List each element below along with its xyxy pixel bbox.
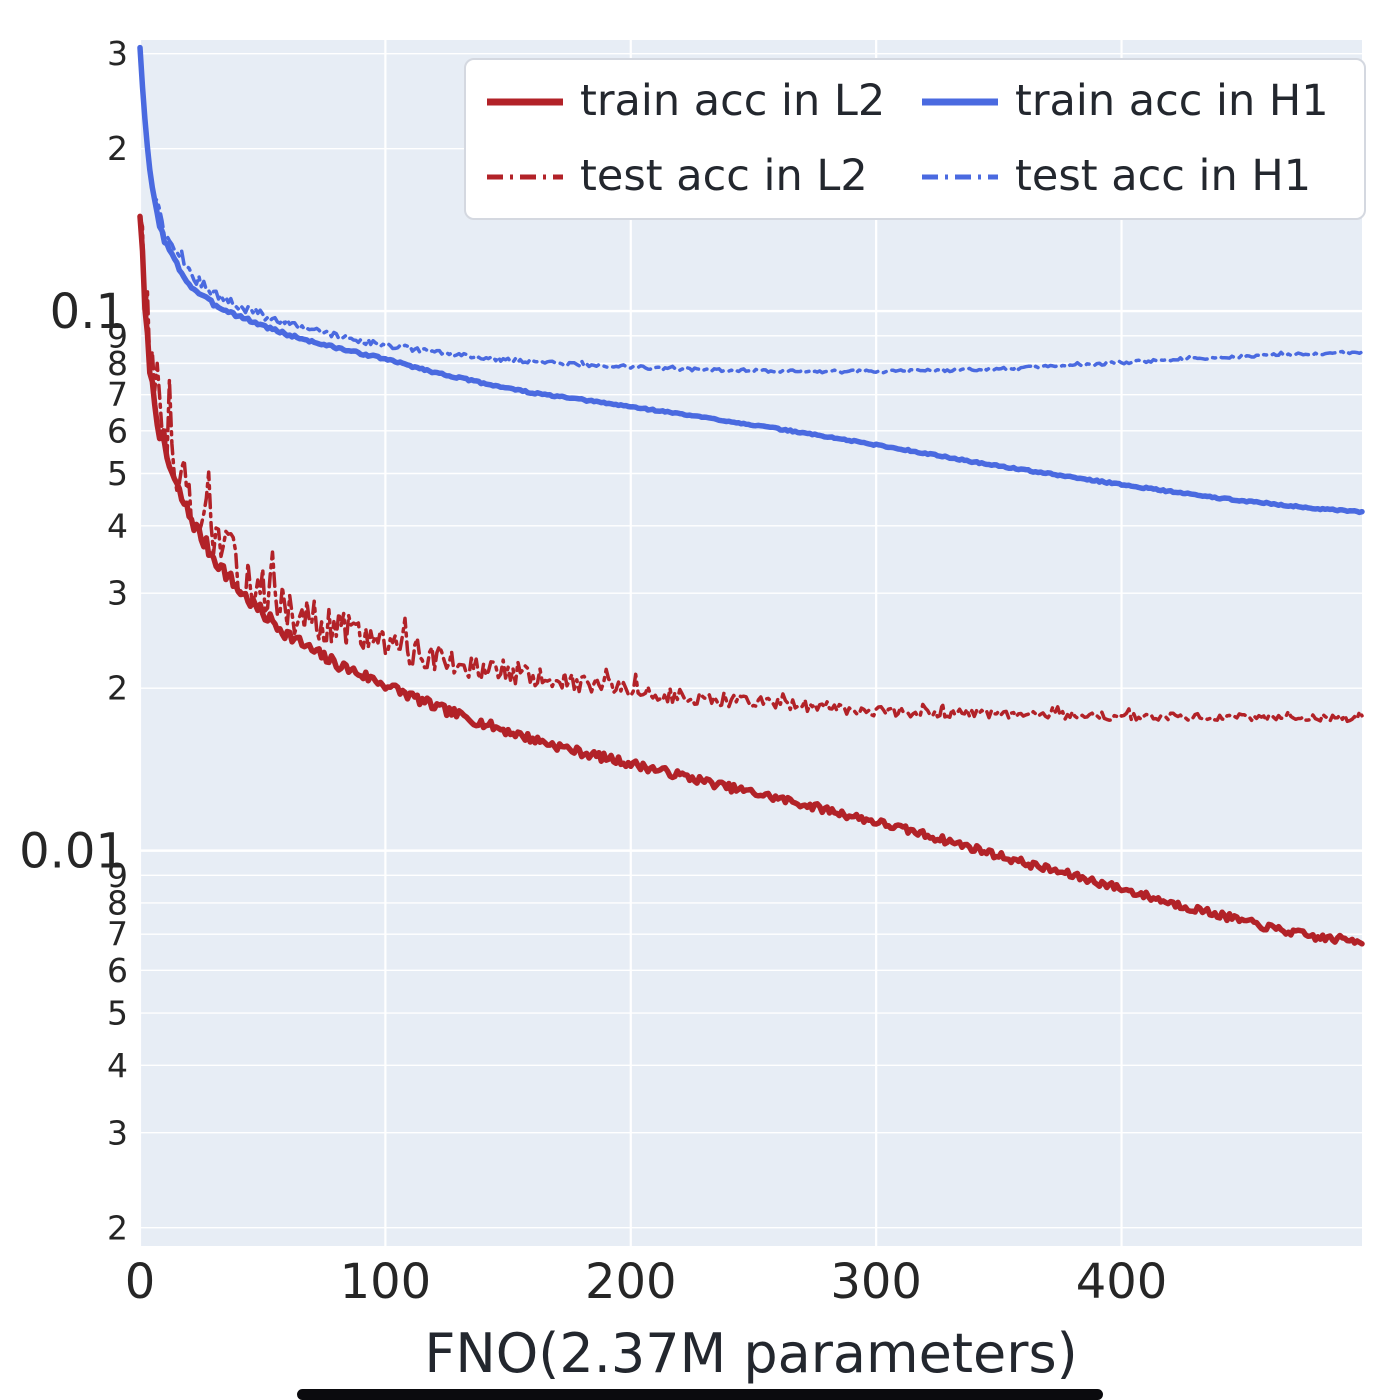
svg-text:5: 5: [107, 994, 128, 1033]
legend-label: train acc in H1: [1015, 76, 1329, 126]
legend: train acc in L2 test acc in L2 train acc…: [464, 58, 1366, 220]
svg-text:0: 0: [125, 1254, 156, 1310]
legend-item-test-acc-in-l2: test acc in L2: [484, 155, 919, 198]
legend-item-train-acc-in-l2: train acc in L2: [484, 80, 919, 123]
svg-text:0.1: 0.1: [50, 284, 126, 340]
svg-text:4: 4: [107, 506, 128, 545]
svg-text:6: 6: [107, 951, 128, 990]
svg-text:5: 5: [107, 454, 128, 493]
red-dashdot-line-icon: [487, 174, 563, 179]
legend-label: train acc in L2: [580, 76, 886, 126]
series-train-acc-in-h1: [137, 44, 1365, 516]
svg-text:3: 3: [107, 1113, 128, 1152]
svg-text:0.01: 0.01: [19, 823, 126, 879]
svg-text:300: 300: [830, 1254, 922, 1310]
series-test-acc-in-h1: [138, 46, 1364, 375]
svg-text:3: 3: [107, 34, 128, 73]
svg-text:3: 3: [107, 574, 128, 613]
blue-dashdot-line-icon: [922, 174, 998, 179]
svg-text:8: 8: [107, 344, 128, 383]
svg-text:2: 2: [107, 129, 128, 168]
x-axis-label: FNO(2.37M parameters): [424, 1322, 1077, 1385]
home-indicator-bar: [297, 1389, 1103, 1400]
svg-text:7: 7: [107, 915, 128, 954]
series-test-acc-in-l2: [138, 214, 1364, 724]
svg-text:6: 6: [107, 411, 128, 450]
legend-item-test-acc-in-h1: test acc in H1: [919, 155, 1354, 198]
svg-text:2: 2: [107, 669, 128, 708]
svg-text:8: 8: [107, 883, 128, 922]
svg-text:400: 400: [1076, 1254, 1168, 1310]
plot-area: [140, 40, 1362, 1246]
svg-text:9: 9: [107, 856, 128, 895]
svg-text:2: 2: [107, 1208, 128, 1247]
series-train-acc-in-l2: [137, 213, 1365, 947]
legend-label: test acc in L2: [580, 151, 868, 201]
blue-solid-line-icon: [922, 98, 998, 105]
svg-text:4: 4: [107, 1046, 128, 1085]
svg-text:200: 200: [585, 1254, 677, 1310]
svg-text:9: 9: [107, 316, 128, 355]
svg-text:7: 7: [107, 375, 128, 414]
legend-label: test acc in H1: [1015, 151, 1312, 201]
legend-item-train-acc-in-h1: train acc in H1: [919, 80, 1354, 123]
svg-text:100: 100: [340, 1254, 432, 1310]
red-solid-line-icon: [487, 98, 563, 105]
